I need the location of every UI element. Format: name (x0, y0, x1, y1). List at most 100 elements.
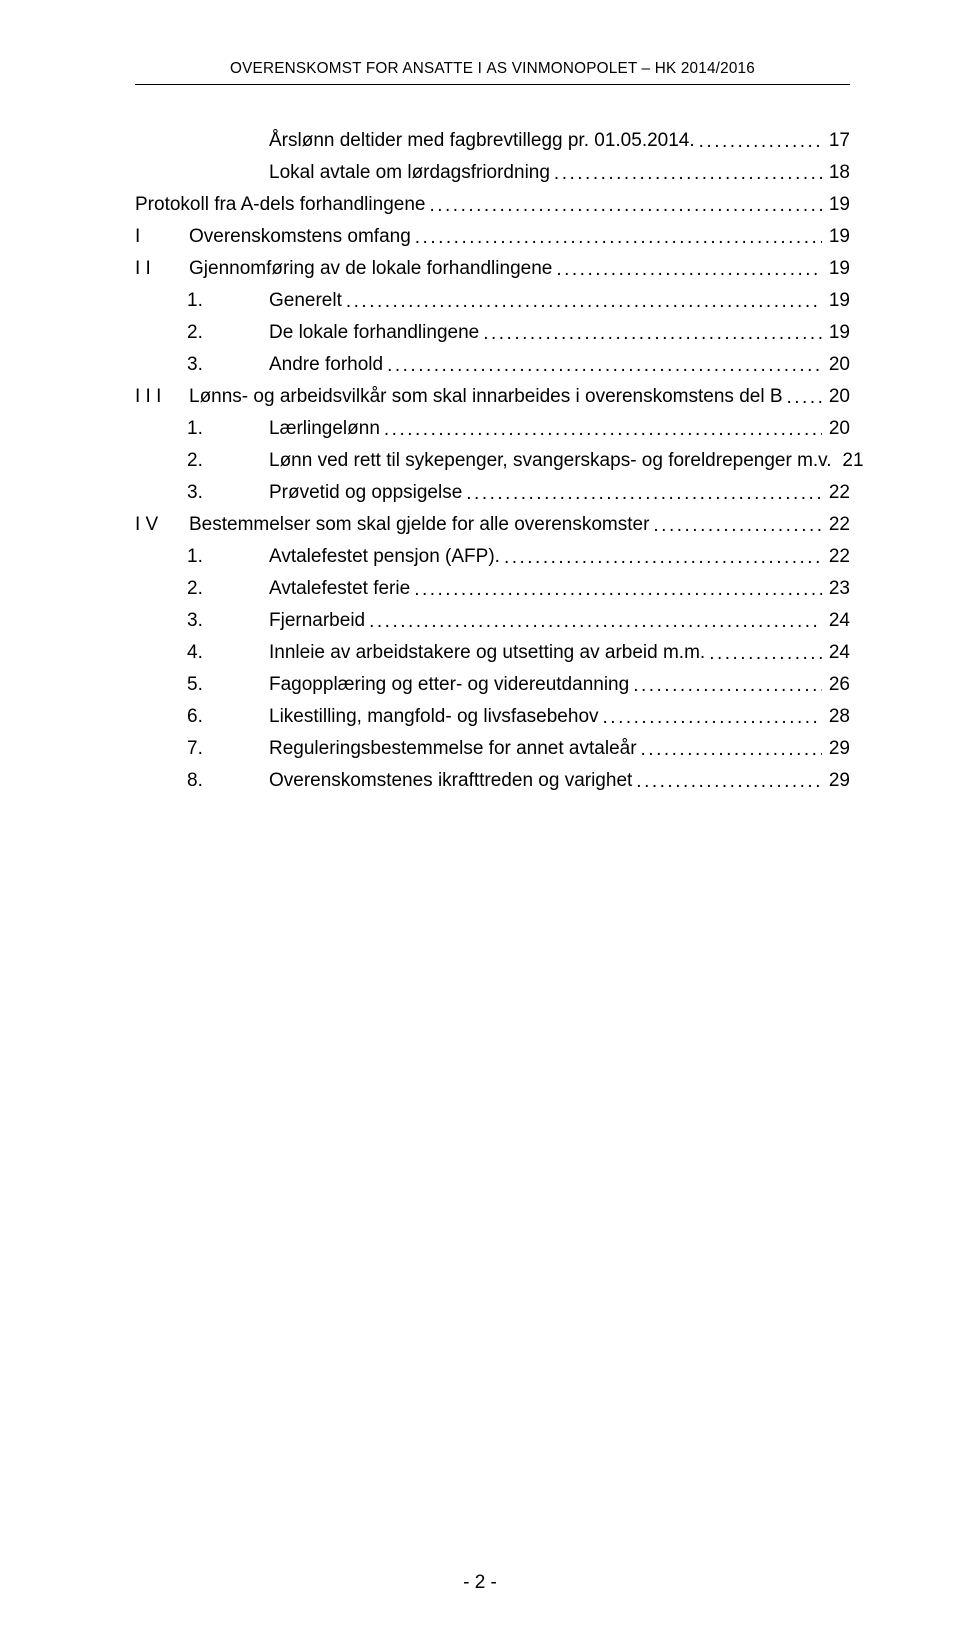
toc-row: 2.De lokale forhandlingene19 (135, 323, 850, 342)
toc-row: 1.Lærlingelønn 20 (135, 419, 850, 438)
toc-title: Prøvetid og oppsigelse (269, 483, 466, 502)
toc-row: I I ILønns- og arbeidsvilkår som skal in… (135, 387, 850, 406)
toc-leader (787, 388, 823, 407)
toc-leader (387, 356, 822, 375)
toc-row: 3.Fjernarbeid 24 (135, 611, 850, 630)
toc-title: Lærlingelønn (269, 419, 384, 438)
toc-page-number: 19 (822, 195, 850, 214)
toc-page-number: 19 (822, 291, 850, 310)
toc-row: 8.Overenskomstenes ikrafttreden og varig… (135, 771, 850, 790)
toc-row: 3.Andre forhold 20 (135, 355, 850, 374)
toc-page-number: 26 (822, 675, 850, 694)
toc-prefix: 3. (135, 483, 269, 502)
toc-title: Avtalefestet pensjon (AFP). (269, 547, 504, 566)
toc-page-number: 20 (822, 355, 850, 374)
toc-prefix: 6. (135, 707, 269, 726)
page: OVERENSKOMST FOR ANSATTE I AS VINMONOPOL… (0, 0, 960, 1646)
toc-leader (556, 260, 822, 279)
toc-page-number: 17 (822, 131, 850, 150)
page-number: - 2 - (463, 1572, 497, 1593)
toc-prefix: 1. (135, 547, 269, 566)
toc-prefix: 2. (135, 579, 269, 598)
header-part-5: – HK 2014/2016 (642, 60, 755, 77)
toc-prefix: 1. (135, 419, 269, 438)
toc-prefix: 3. (135, 355, 269, 374)
toc-prefix: 8. (135, 771, 269, 790)
toc-page-number: 21 (836, 451, 864, 470)
toc-title: Overenskomstenes ikrafttreden og varighe… (269, 771, 636, 790)
toc-leader (641, 740, 822, 759)
toc-leader (414, 580, 822, 599)
toc-title: Reguleringsbestemmelse for annet avtaleå… (269, 739, 641, 758)
toc-title: Andre forhold (269, 355, 387, 374)
toc-prefix: 2. (135, 323, 269, 342)
toc-leader (504, 548, 822, 567)
toc-page-number: 19 (822, 259, 850, 278)
toc-page-number: 28 (822, 707, 850, 726)
toc-title: Generelt (269, 291, 346, 310)
header-part-3: AS V (486, 60, 522, 77)
toc-title: Lønn ved rett til sykepenger, svangerska… (269, 451, 836, 470)
toc-page-number: 19 (822, 227, 850, 246)
toc-page-number: 24 (822, 643, 850, 662)
toc-row: 1.Generelt 19 (135, 291, 850, 310)
toc-title: Avtalefestet ferie (269, 579, 414, 598)
toc-row: I IGjennomføring av de lokale forhandlin… (135, 259, 850, 278)
toc-title: Innleie av arbeidstakere og utsetting av… (269, 643, 709, 662)
toc-page-number: 22 (822, 483, 850, 502)
toc-leader (653, 516, 822, 535)
page-footer: - 2 - (0, 1572, 960, 1594)
header-rule (135, 84, 850, 85)
toc-row: Protokoll fra A-dels forhandlingene 19 (135, 195, 850, 214)
toc-row: 3.Prøvetid og oppsigelse 22 (135, 483, 850, 502)
toc-prefix: 3. (135, 611, 269, 630)
toc-row: 6.Likestilling, mangfold- og livsfasebeh… (135, 707, 850, 726)
toc-row: 2.Avtalefestet ferie23 (135, 579, 850, 598)
toc-title: Fagopplæring og etter- og videreutdannin… (269, 675, 633, 694)
toc-leader (483, 324, 822, 343)
toc-leader (415, 228, 822, 247)
toc-title: Gjennomføring av de lokale forhandlingen… (189, 259, 556, 278)
header-part-2: VERENSKOMST FOR ANSATTE I (242, 60, 486, 77)
header-part-4: INMONOPOLET (522, 60, 641, 77)
toc-title: Overenskomstens omfang (189, 227, 415, 246)
toc-leader (633, 676, 822, 695)
toc-title: Årslønn deltider med fagbrevtillegg pr. … (269, 131, 699, 150)
toc-prefix: I I (135, 259, 189, 278)
toc-prefix: 1. (135, 291, 269, 310)
toc-page-number: 24 (822, 611, 850, 630)
toc-title: Lokal avtale om lørdagsfriordning (269, 163, 554, 182)
toc-leader (369, 612, 822, 631)
toc-row: Lokal avtale om lørdagsfriordning 18 (135, 163, 850, 182)
toc-page-number: 22 (822, 547, 850, 566)
toc-page-number: 20 (822, 387, 850, 406)
page-header: OVERENSKOMST FOR ANSATTE I AS VINMONOPOL… (135, 60, 850, 78)
toc-prefix: 4. (135, 643, 269, 662)
toc-prefix: 5. (135, 675, 269, 694)
toc-prefix: 2. (135, 451, 269, 470)
toc-leader (603, 708, 822, 727)
toc-title: De lokale forhandlingene (269, 323, 483, 342)
toc-title: Fjernarbeid (269, 611, 369, 630)
toc-prefix: I I I (135, 387, 189, 406)
toc-page-number: 29 (822, 739, 850, 758)
toc-prefix: I V (135, 515, 189, 534)
table-of-contents: Årslønn deltider med fagbrevtillegg pr. … (135, 131, 850, 790)
toc-page-number: 29 (822, 771, 850, 790)
toc-leader (384, 420, 822, 439)
header-part-1: O (230, 60, 242, 77)
toc-row: 5.Fagopplæring og etter- og videreutdann… (135, 675, 850, 694)
toc-leader (699, 132, 822, 151)
toc-leader (429, 196, 822, 215)
toc-row: 2.Lønn ved rett til sykepenger, svangers… (135, 451, 850, 470)
toc-page-number: 20 (822, 419, 850, 438)
toc-row: 4.Innleie av arbeidstakere og utsetting … (135, 643, 850, 662)
toc-row: IOverenskomstens omfang19 (135, 227, 850, 246)
toc-leader (466, 484, 822, 503)
toc-row: I VBestemmelser som skal gjelde for alle… (135, 515, 850, 534)
toc-title: Likestilling, mangfold- og livsfasebehov (269, 707, 603, 726)
toc-prefix: 7. (135, 739, 269, 758)
toc-title: Protokoll fra A-dels forhandlingene (135, 195, 429, 214)
toc-page-number: 18 (822, 163, 850, 182)
toc-leader (709, 644, 822, 663)
